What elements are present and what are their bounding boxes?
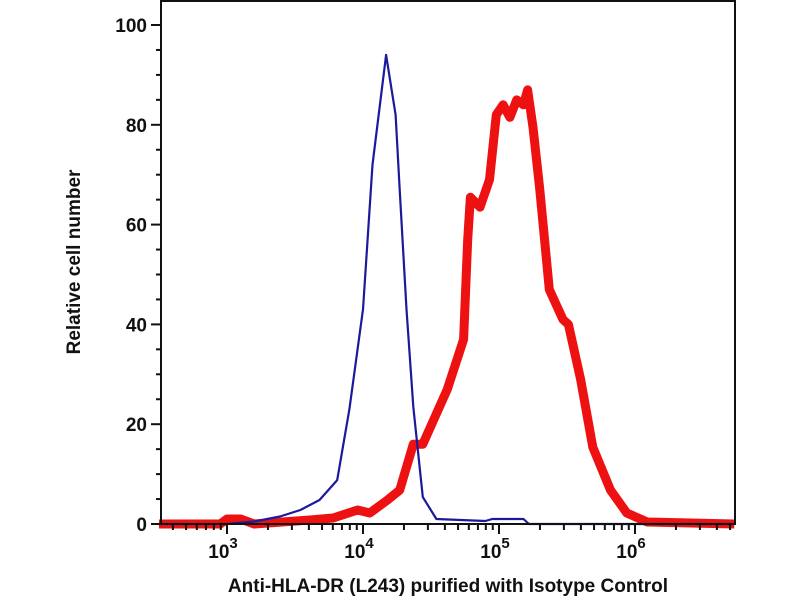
series-line-isotype-control <box>159 53 735 526</box>
x-tick-exponent: 5 <box>501 535 509 552</box>
x-tick-base: 10 <box>616 542 637 563</box>
y-tick-label: 20 <box>126 415 147 436</box>
x-tick-label: 103 <box>208 535 237 563</box>
x-tick-label: 104 <box>344 535 374 563</box>
series-line-anti-hla-dr <box>159 85 735 529</box>
x-tick-exponent: 3 <box>229 535 237 552</box>
x-tick-label: 106 <box>616 535 645 563</box>
x-tick-exponent: 4 <box>365 535 374 552</box>
y-axis-title: Relative cell number <box>64 169 85 354</box>
x-tick-base: 10 <box>208 542 229 563</box>
x-tick-base: 10 <box>344 542 365 563</box>
y-tick-label: 100 <box>115 16 147 37</box>
plot-area <box>159 53 735 529</box>
y-tick-label: 60 <box>126 216 147 237</box>
y-tick-label: 80 <box>126 116 147 137</box>
x-axis-title: Anti-HLA-DR (L243) purified with Isotype… <box>228 576 668 597</box>
x-tick-base: 10 <box>480 542 501 563</box>
x-tick-exponent: 6 <box>637 535 645 552</box>
plot-frame <box>160 0 736 525</box>
x-tick-label: 105 <box>480 535 509 563</box>
y-tick-label: 0 <box>136 515 147 536</box>
y-axis: 0 20 40 60 80 100 <box>115 16 161 536</box>
x-axis: 103 104 105 106 <box>171 524 732 563</box>
y-tick-label: 40 <box>126 315 147 336</box>
